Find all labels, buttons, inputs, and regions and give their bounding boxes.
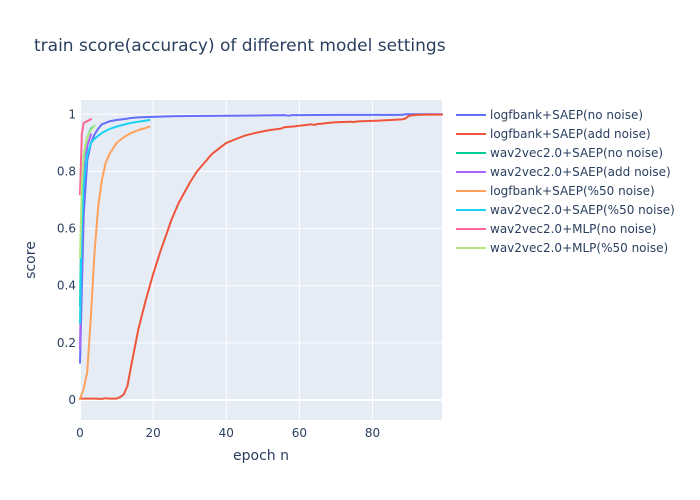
- x-tick-label: 60: [292, 426, 307, 440]
- legend-item-4[interactable]: wav2vec2.0+SAEP(add noise): [456, 165, 671, 179]
- y-tick-label: 0.8: [57, 164, 76, 178]
- legend-label: wav2vec2.0+MLP(%50 noise): [490, 241, 668, 255]
- legend-label: logfbank+SAEP(add noise): [490, 127, 651, 141]
- legend-label: logfbank+SAEP(%50 noise): [490, 184, 655, 198]
- plot-area: [80, 100, 442, 420]
- legend-label: wav2vec2.0+SAEP(no noise): [490, 146, 663, 160]
- y-tick-label: 0.6: [57, 222, 76, 236]
- legend-item-8[interactable]: wav2vec2.0+MLP(%50 noise): [456, 241, 668, 255]
- legend-item-5[interactable]: logfbank+SAEP(%50 noise): [456, 184, 655, 198]
- x-axis-title: epoch n: [233, 448, 289, 464]
- x-tick-label: 40: [219, 426, 234, 440]
- legend-item-1[interactable]: logfbank+SAEP(no noise): [456, 108, 643, 122]
- y-tick-label: 0.4: [57, 279, 76, 293]
- legend-label: wav2vec2.0+SAEP(add noise): [490, 165, 671, 179]
- legend-item-3[interactable]: wav2vec2.0+SAEP(no noise): [456, 146, 663, 160]
- series-layer: [79, 113, 443, 401]
- x-tick-label: 0: [76, 426, 84, 440]
- legend-label: wav2vec2.0+SAEP(%50 noise): [490, 203, 675, 217]
- series-line-7: [79, 118, 92, 196]
- y-tick-label: 0: [68, 393, 76, 407]
- x-axis-ticks: 0 20 40 60 80: [76, 426, 380, 440]
- legend-label: logfbank+SAEP(no noise): [490, 108, 643, 122]
- x-tick-label: 80: [365, 426, 380, 440]
- series-line-6: [79, 119, 151, 324]
- chart-title: train score(accuracy) of different model…: [34, 36, 446, 56]
- legend-label: wav2vec2.0+MLP(no noise): [490, 222, 656, 236]
- series-line-2: [79, 113, 443, 400]
- legend-item-2[interactable]: logfbank+SAEP(add noise): [456, 127, 651, 141]
- x-tick-label: 20: [145, 426, 160, 440]
- series-line-1: [79, 113, 443, 364]
- y-tick-label: 1: [68, 107, 76, 121]
- legend-item-7[interactable]: wav2vec2.0+MLP(no noise): [456, 222, 656, 236]
- y-axis-ticks: 0 0.2 0.4 0.6 0.8 1: [57, 107, 76, 407]
- y-tick-label: 0.2: [57, 336, 76, 350]
- legend[interactable]: logfbank+SAEP(no noise) logfbank+SAEP(add…: [456, 108, 675, 255]
- y-axis-title: score: [23, 241, 39, 279]
- series-line-5: [79, 125, 151, 401]
- legend-item-6[interactable]: wav2vec2.0+SAEP(%50 noise): [456, 203, 675, 217]
- series-line-8: [79, 124, 96, 259]
